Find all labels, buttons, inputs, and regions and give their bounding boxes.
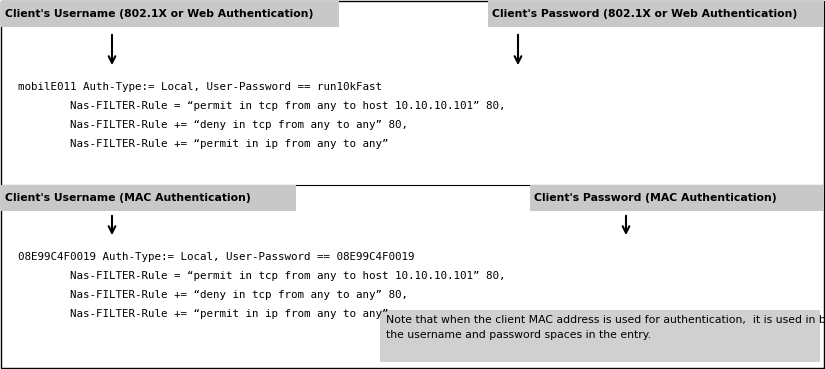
Bar bbox=[1, 185, 296, 211]
Text: Client's Username (MAC Authentication): Client's Username (MAC Authentication) bbox=[5, 193, 251, 203]
Text: Client's Password (802.1X or Web Authentication): Client's Password (802.1X or Web Authent… bbox=[492, 9, 797, 19]
Bar bbox=[530, 185, 824, 211]
Bar bbox=[488, 1, 824, 27]
Bar bbox=[1, 1, 339, 27]
Text: Nas-FILTER-Rule += “permit in ip from any to any”: Nas-FILTER-Rule += “permit in ip from an… bbox=[18, 139, 389, 149]
Text: Nas-FILTER-Rule = “permit in tcp from any to host 10.10.10.101” 80,: Nas-FILTER-Rule = “permit in tcp from an… bbox=[18, 271, 506, 281]
Bar bbox=[380, 310, 820, 362]
Text: Note that when the client MAC address is used for authentication,  it is used in: Note that when the client MAC address is… bbox=[386, 315, 825, 340]
Text: Client's Username (802.1X or Web Authentication): Client's Username (802.1X or Web Authent… bbox=[5, 9, 314, 19]
Text: Nas-FILTER-Rule += “deny in tcp from any to any” 80,: Nas-FILTER-Rule += “deny in tcp from any… bbox=[18, 290, 408, 300]
Text: Nas-FILTER-Rule += “permit in ip from any to any”: Nas-FILTER-Rule += “permit in ip from an… bbox=[18, 309, 389, 319]
Text: 08E99C4F0019 Auth-Type:= Local, User-Password == 08E99C4F0019: 08E99C4F0019 Auth-Type:= Local, User-Pas… bbox=[18, 252, 414, 262]
Text: Client's Password (MAC Authentication): Client's Password (MAC Authentication) bbox=[534, 193, 776, 203]
Text: mobilE011 Auth-Type:= Local, User-Password == run10kFast: mobilE011 Auth-Type:= Local, User-Passwo… bbox=[18, 82, 382, 92]
Text: Nas-FILTER-Rule = “permit in tcp from any to host 10.10.10.101” 80,: Nas-FILTER-Rule = “permit in tcp from an… bbox=[18, 101, 506, 111]
Text: Nas-FILTER-Rule += “deny in tcp from any to any” 80,: Nas-FILTER-Rule += “deny in tcp from any… bbox=[18, 120, 408, 130]
